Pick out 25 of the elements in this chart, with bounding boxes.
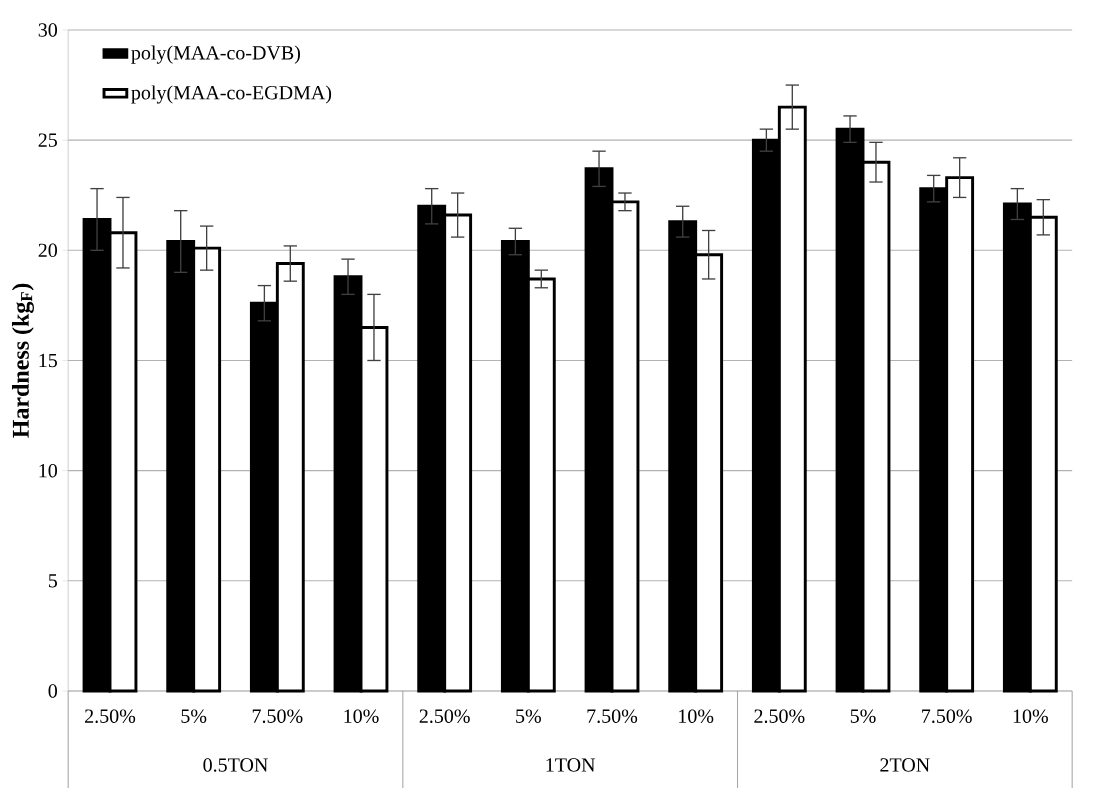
y-tick-label: 25 [38, 133, 57, 147]
x-tick-label: 7.50% [587, 709, 638, 723]
y-tick-label: 5 [48, 574, 57, 588]
y-axis-title: Hardness (kg$_{F}$) [11, 283, 34, 438]
text: 0.5TON [203, 758, 268, 772]
x-tick-label: 2.50% [754, 709, 805, 723]
y-tick-label: 10 [39, 463, 58, 478]
x-tick-label: 7.50% [252, 709, 303, 723]
y-tick-label: 30 [38, 23, 58, 37]
x-tick-label: 5% [850, 709, 876, 723]
y-tick-label: 0 [48, 684, 58, 698]
x-tick-label: 5% [516, 709, 541, 723]
x-tick-label: 2.50% [85, 709, 136, 723]
text: 1TON [546, 758, 596, 772]
x-tick-label: 2.50% [419, 709, 470, 723]
legend-label: poly(MAA-co-DVB) [131, 45, 300, 64]
legend-label: poly(MAA-co-EGDMA) [131, 85, 332, 104]
x-tick-label: 10% [344, 709, 379, 723]
x-tick-label: 5% [181, 709, 207, 723]
x-tick-label: 10% [1013, 709, 1048, 723]
text: 2TON [880, 758, 930, 772]
x-tick-label: 7.50% [922, 709, 972, 723]
y-tick-label: 15 [39, 353, 57, 368]
x-tick-label: 10% [679, 709, 714, 723]
y-tick-label: 20 [38, 243, 58, 258]
